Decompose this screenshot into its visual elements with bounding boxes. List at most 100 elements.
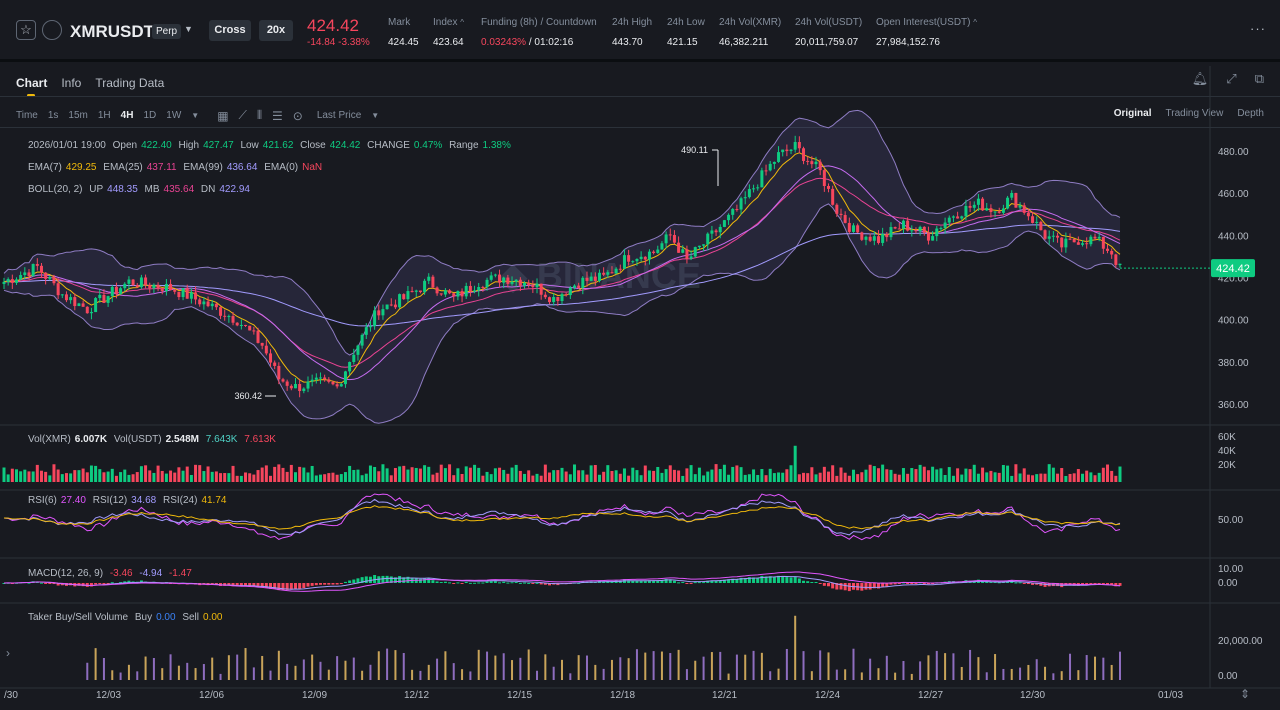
- candle-body: [39, 265, 43, 273]
- candle-body: [244, 324, 248, 326]
- candle-type-icon[interactable]: ⫴: [256, 108, 262, 122]
- rsi-axis-label: 50.00: [1218, 515, 1243, 526]
- macd-histogram-bar: [485, 581, 489, 583]
- volume-bar: [864, 469, 868, 482]
- volume-bar: [364, 473, 368, 482]
- volume-bar: [881, 464, 885, 482]
- expand-icon[interactable]: ⤢: [1226, 71, 1237, 86]
- volume-bar: [1110, 470, 1114, 482]
- macd-histogram-bar: [697, 582, 701, 584]
- candle-body: [69, 297, 73, 301]
- volume-bar: [1118, 466, 1122, 482]
- date-axis-label: 12/09: [302, 690, 327, 701]
- view-trading-view[interactable]: Trading View: [1165, 108, 1224, 119]
- macd-histogram-bar: [323, 583, 327, 585]
- chevron-down-icon[interactable]: ▼: [191, 111, 200, 120]
- candle-body: [831, 188, 835, 205]
- candle-body: [627, 255, 631, 262]
- macd-histogram-bar: [460, 583, 464, 584]
- candle-body: [144, 277, 148, 285]
- candle-body: [285, 381, 289, 386]
- interval-4h[interactable]: 4H: [120, 110, 134, 121]
- volume-bar: [693, 474, 697, 482]
- macd-histogram-bar: [477, 582, 481, 584]
- contract-type-badge: Perp: [152, 24, 182, 39]
- candle-body: [664, 234, 668, 244]
- view-original[interactable]: Original: [1113, 108, 1152, 119]
- more-icon[interactable]: ···: [1250, 21, 1266, 36]
- interval-1h[interactable]: 1H: [97, 110, 111, 121]
- volume-bar: [19, 471, 23, 482]
- macd-histogram-bar: [327, 583, 331, 585]
- taker-volume-bar: [685, 669, 688, 680]
- taker-volume-bar: [1060, 671, 1063, 680]
- volume-bar: [681, 475, 685, 482]
- popout-icon[interactable]: ⧉: [1254, 71, 1264, 86]
- settings-icon[interactable]: ☰: [271, 108, 283, 123]
- candle-body: [964, 205, 968, 217]
- macd-histogram-bar: [1043, 583, 1047, 587]
- taker-volume-bar: [177, 665, 180, 680]
- leverage-button[interactable]: 20x: [259, 20, 293, 41]
- tab-trading-data[interactable]: Trading Data: [95, 76, 165, 90]
- taker-volume-bar: [1044, 666, 1047, 680]
- macd-histogram-bar: [710, 580, 714, 583]
- taker-volume-bar: [869, 658, 872, 680]
- volume-bar: [181, 470, 185, 482]
- interval-1d[interactable]: 1D: [143, 110, 157, 121]
- interval-1w[interactable]: 1W: [166, 110, 182, 121]
- target-icon[interactable]: ⊙: [292, 108, 303, 123]
- volume-bar: [269, 475, 273, 482]
- chevron-down-icon[interactable]: ▼: [184, 24, 193, 34]
- symbol-title[interactable]: XMRUSDT: [70, 22, 155, 41]
- tab-info[interactable]: Info: [61, 76, 82, 90]
- candle-body: [897, 228, 901, 230]
- candle-body: [568, 287, 572, 296]
- volume-bar: [131, 474, 135, 482]
- candle-body: [714, 230, 718, 233]
- boll-upper-line: [3, 109, 1121, 356]
- candle-body: [777, 152, 781, 162]
- star-icon[interactable]: ☆: [16, 20, 36, 40]
- volume-bar: [335, 474, 339, 482]
- date-axis-label: /30: [4, 690, 18, 701]
- high-marker-label: 490.11: [681, 145, 708, 155]
- macd-histogram-bar: [273, 583, 277, 589]
- volume-bar: [323, 474, 327, 482]
- indicator-icon[interactable]: ⟋: [238, 108, 247, 122]
- candle-body: [335, 384, 339, 387]
- calendar-icon[interactable]: ▦: [217, 108, 229, 123]
- volume-bar: [614, 470, 618, 482]
- volume-bar: [377, 471, 381, 482]
- price-source-select[interactable]: Last Price: [316, 110, 362, 121]
- volume-bar: [1039, 473, 1043, 482]
- candle-body: [435, 287, 439, 294]
- macd-histogram-bar: [244, 583, 248, 586]
- macd-histogram-bar: [835, 583, 839, 590]
- candle-body: [423, 280, 427, 293]
- view-depth[interactable]: Depth: [1237, 108, 1264, 119]
- interval-15m[interactable]: 15m: [68, 110, 88, 121]
- macd-histogram-bar: [1039, 583, 1043, 586]
- macd-histogram-bar: [252, 583, 256, 586]
- candlestick-chart[interactable]: ◆ BINANCE480.00460.00440.00420.00400.003…: [0, 66, 1280, 710]
- candle-body: [206, 301, 210, 307]
- interval-1s[interactable]: 1s: [47, 110, 59, 121]
- bell-icon[interactable]: 🔔︎: [1191, 71, 1209, 86]
- candle-body: [560, 294, 564, 301]
- margin-mode-button[interactable]: Cross: [209, 20, 251, 41]
- tab-chart[interactable]: Chart: [16, 76, 48, 90]
- macd-histogram-bar: [693, 582, 697, 584]
- rsi12-line: [3, 498, 1121, 536]
- chevron-down-icon[interactable]: ▼: [371, 111, 380, 120]
- taker-volume-bar: [627, 658, 630, 680]
- candle-body: [985, 208, 989, 211]
- volume-bar: [177, 467, 181, 482]
- time-label[interactable]: Time: [16, 110, 38, 121]
- volume-bar: [910, 468, 914, 482]
- volume-bar: [48, 475, 52, 482]
- candle-body: [1072, 238, 1076, 243]
- taker-volume-bar: [527, 649, 530, 680]
- macd-histogram-bar: [1118, 583, 1122, 586]
- taker-volume-bar: [985, 672, 988, 680]
